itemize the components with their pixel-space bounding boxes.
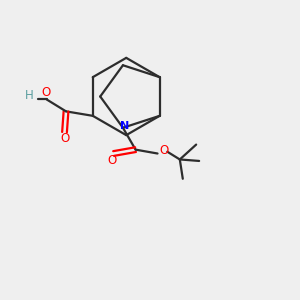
Text: O: O — [159, 144, 169, 157]
Text: H: H — [26, 89, 34, 102]
Text: N: N — [120, 121, 129, 131]
Text: O: O — [60, 132, 69, 145]
Text: O: O — [42, 85, 51, 98]
Text: O: O — [107, 154, 117, 166]
